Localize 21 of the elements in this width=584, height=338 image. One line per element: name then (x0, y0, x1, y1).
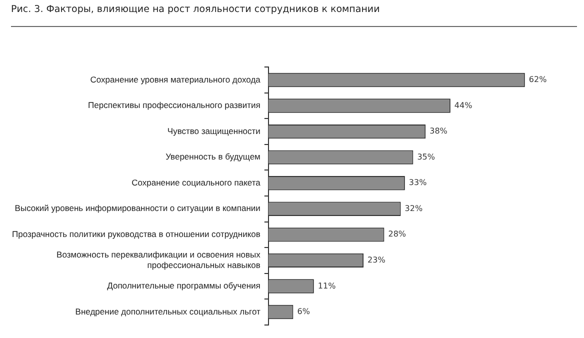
data-label: 23% (368, 256, 386, 265)
data-label: 35% (417, 152, 436, 162)
y-tick-label: Возможность переквалификации и освоения новых профессиональных навыков (56, 250, 262, 270)
data-label: 6% (297, 307, 310, 316)
y-tick-label: Перспективы профессионального развития (88, 100, 261, 110)
data-label: 28% (388, 230, 406, 239)
y-tick-label: Сохранение социального пакета (132, 177, 261, 188)
y-tick-label: Внедрение дополнительных социальных льгот (75, 306, 260, 316)
y-tick-label: Уверенность в будущем (166, 152, 261, 162)
data-label: 33% (408, 178, 428, 188)
y-tick-label: Сохранение уровня материального дохода (90, 74, 261, 84)
y-tick-label: Высокий уровень информированности о ситуации в компании (14, 203, 261, 214)
data-label: 11% (318, 281, 336, 290)
y-tick-label: Чувство защищенности (167, 126, 261, 136)
y-tick-label: Прозрачность политики руководства в отношении сотрудников (12, 229, 261, 240)
data-label: 62% (528, 75, 548, 84)
data-label: 44% (454, 100, 473, 110)
data-label: 38% (430, 126, 448, 136)
data-label: 32% (404, 204, 423, 213)
y-tick-label: Дополнительные программы обучения (107, 280, 261, 291)
chart-title: Рис. 3. Факторы, влияющие на рост лояльности сотрудников к компании (11, 4, 380, 15)
